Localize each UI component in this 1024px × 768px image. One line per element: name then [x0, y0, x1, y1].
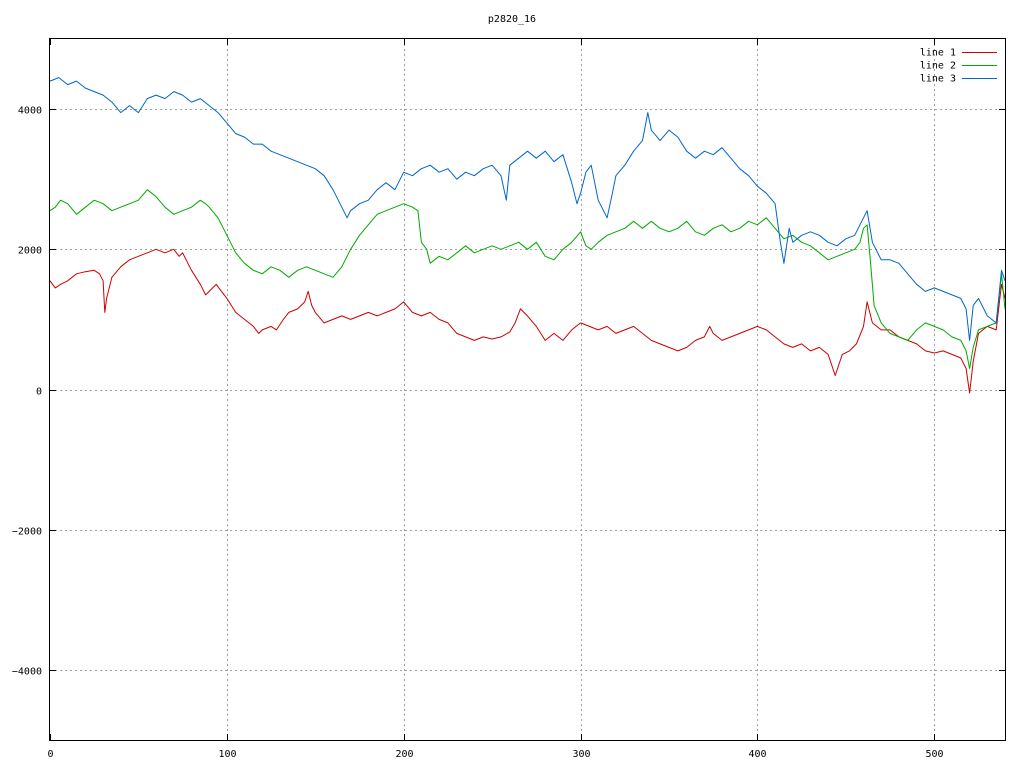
x-tick-label: 400 — [748, 749, 766, 760]
x-tick-label: 200 — [395, 749, 413, 760]
x-tick-label: 100 — [218, 749, 236, 760]
y-tick-label: −4000 — [12, 667, 42, 678]
y-tick-label: −2000 — [12, 527, 42, 538]
legend: line 1 line 2 line 3 — [920, 48, 997, 85]
series-line-1 — [49, 248, 1006, 394]
x-tick-label: 300 — [572, 749, 590, 760]
series-line-3 — [49, 77, 1006, 341]
axis-ticks: 0 100 200 300 400 500 −4000 −2000 0 2000 4000 — [12, 39, 1005, 760]
chart-title: p2820_16 — [488, 14, 536, 25]
grid-lines — [50, 39, 1005, 740]
y-tick-label: 4000 — [18, 106, 42, 117]
y-tick-label: 2000 — [18, 246, 42, 257]
y-tick-label: 0 — [36, 387, 42, 398]
series-line-2 — [49, 189, 1006, 369]
series-lines — [49, 77, 1006, 394]
plot-frame — [49, 38, 1006, 741]
legend-label-3: line 3 — [920, 74, 956, 85]
legend-label-2: line 2 — [920, 61, 956, 72]
x-tick-label: 500 — [925, 749, 943, 760]
legend-label-1: line 1 — [920, 48, 956, 59]
x-tick-label: 0 — [47, 749, 53, 760]
